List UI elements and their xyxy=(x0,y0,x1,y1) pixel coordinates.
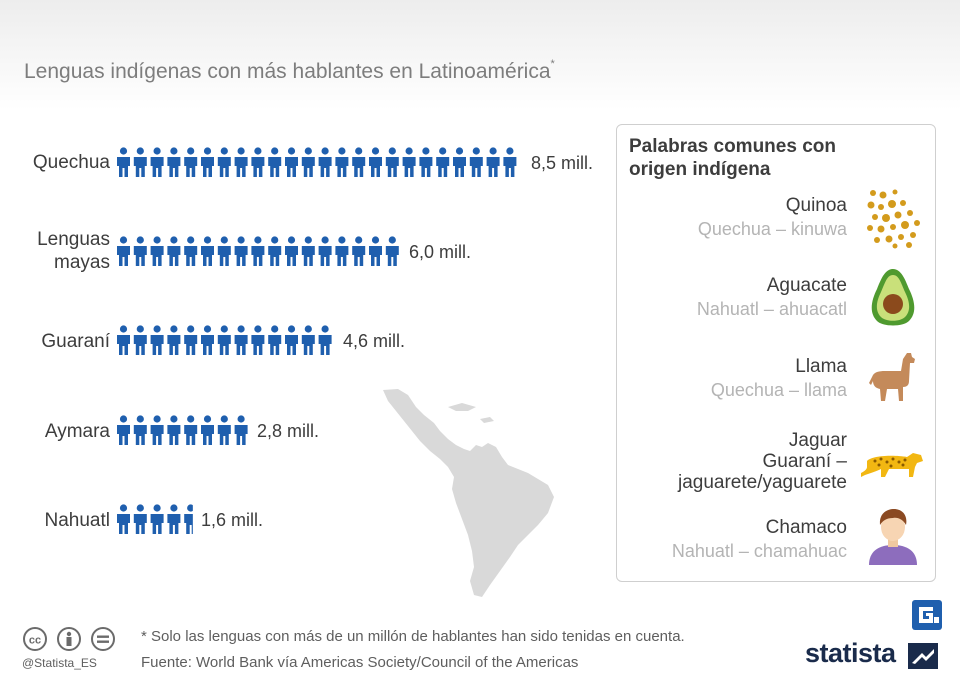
value-label-aymara: 2,8 mill. xyxy=(257,421,320,441)
value-label-mayas: 6,0 mill. xyxy=(409,242,472,262)
footnote: * Solo las lenguas con más de un millón … xyxy=(141,628,685,645)
bar-lenguas-mayas xyxy=(117,236,399,266)
word-chamaco: Chamaco xyxy=(765,517,847,538)
statista-logo: statista xyxy=(805,638,896,668)
origin-quinoa: Quechua – kinuwa xyxy=(697,219,847,239)
category-label-aymara: Aymara xyxy=(44,421,110,442)
bar-quechua xyxy=(117,147,517,177)
category-label-mayas: Lenguas mayas xyxy=(37,229,110,273)
panel-title: Palabras comunes con origen indígena xyxy=(629,136,836,180)
bar-nahuatl xyxy=(117,504,193,534)
word-quinoa: Quinoa xyxy=(785,195,847,216)
chart-title: Lenguas indígenas con más hablantes en L… xyxy=(24,58,555,83)
license-icons: cc xyxy=(23,627,115,651)
boy-icon xyxy=(869,509,917,565)
source-note: Fuente: World Bank vía Americas Society/… xyxy=(141,654,579,671)
header-background xyxy=(0,0,960,110)
indigenous-words-panel: Palabras comunes con origen indígena Qui… xyxy=(616,124,936,582)
llama-icon xyxy=(869,353,915,401)
svg-text:cc: cc xyxy=(29,635,41,647)
avocado-icon xyxy=(871,269,915,326)
value-label-nahuatl: 1,6 mill. xyxy=(201,510,264,530)
category-label-quechua: Quechua xyxy=(32,152,110,173)
word-jaguar: Jaguar Guaraní – jaguarete/yaguarete xyxy=(677,430,847,493)
word-aguacate: Aguacate xyxy=(766,275,847,296)
word-llama: Llama xyxy=(795,356,847,377)
value-label-quechua: 8,5 mill. xyxy=(531,153,594,173)
social-handle: @Statista_ES xyxy=(22,656,97,670)
origin-llama: Quechua – llama xyxy=(710,380,847,400)
origin-aguacate: Nahuatl – ahuacatl xyxy=(696,299,847,319)
category-label-nahuatl: Nahuatl xyxy=(44,510,111,531)
jaguar-icon xyxy=(861,453,923,477)
value-label-guarani: 4,6 mill. xyxy=(343,331,406,351)
statista-g-icon xyxy=(912,600,942,630)
category-label-guarani: Guaraní xyxy=(41,331,110,352)
statista-logo-icon xyxy=(908,643,938,669)
latin-america-map xyxy=(383,389,554,597)
origin-chamaco: Nahuatl – chamahuac xyxy=(671,541,847,561)
bar-aymara xyxy=(117,415,248,445)
bar-guarani xyxy=(117,325,332,355)
quinoa-icon xyxy=(867,189,920,249)
